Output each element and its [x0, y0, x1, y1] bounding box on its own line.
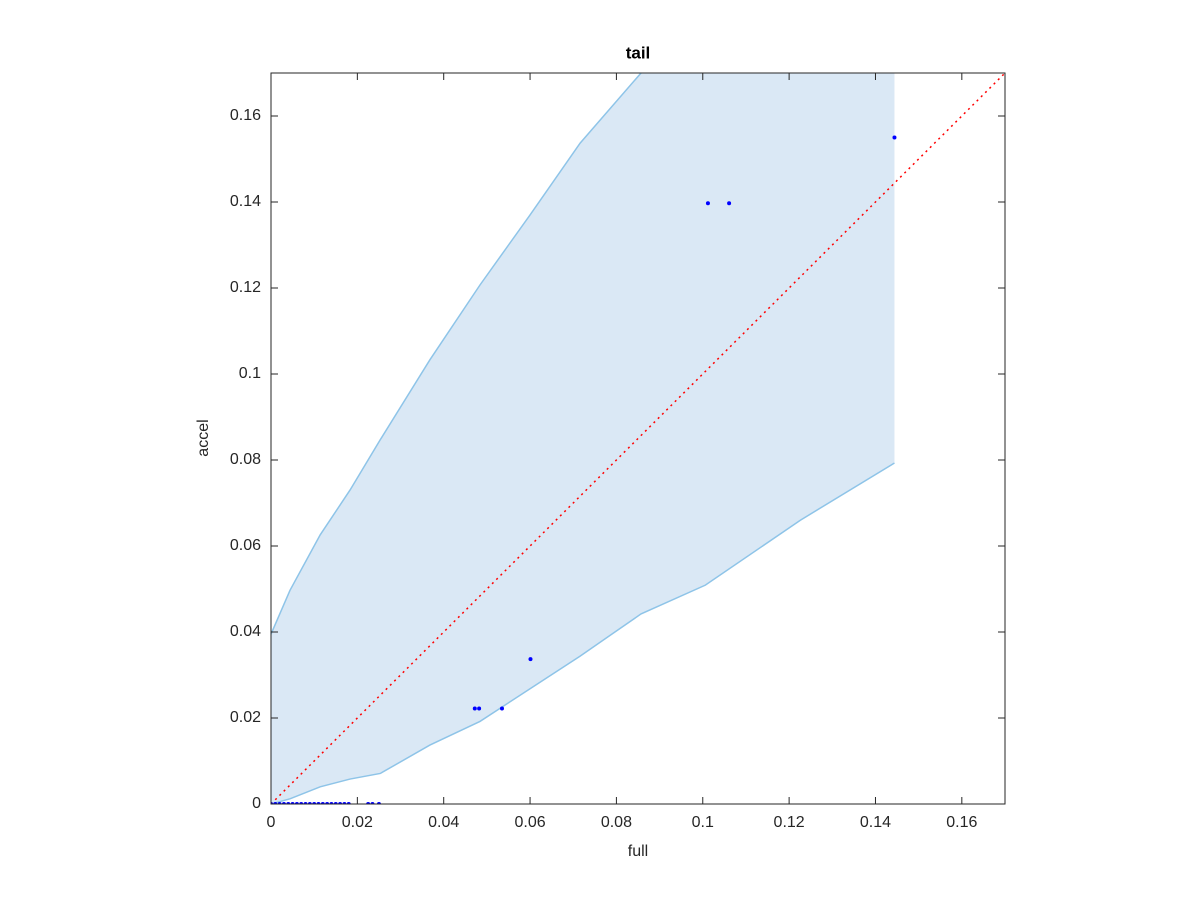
x-tick-label: 0.14	[860, 814, 891, 831]
point	[727, 201, 732, 206]
x-tick-label: 0	[267, 814, 276, 831]
y-tick-label: 0	[252, 795, 261, 812]
x-tick-label: 0.16	[946, 814, 977, 831]
x-tick-label: 0.06	[514, 814, 545, 831]
band-upper	[271, 73, 642, 635]
x-tick-label: 0.08	[601, 814, 632, 831]
reference-line	[271, 73, 1005, 804]
y-tick-label: 0.08	[230, 451, 261, 468]
x-tick-label: 0.02	[342, 814, 373, 831]
y-tick-label: 0.14	[230, 193, 261, 210]
y-tick-label: 0.04	[230, 623, 261, 640]
point	[528, 657, 533, 662]
x-tick-label: 0.12	[774, 814, 805, 831]
x-tick-label: 0.04	[428, 814, 459, 831]
y-tick-label: 0.02	[230, 709, 261, 726]
axes-box	[270, 72, 1006, 805]
y-tick-label: 0.16	[230, 107, 261, 124]
point	[472, 706, 477, 711]
point	[477, 706, 482, 711]
y-tick-label: 0.1	[239, 365, 261, 382]
point	[892, 135, 897, 140]
chart-title: tail	[626, 43, 651, 62]
point	[499, 706, 504, 711]
band-lower	[271, 462, 895, 804]
x-axis-label: full	[628, 843, 648, 860]
point	[705, 201, 710, 206]
y-tick-label: 0.06	[230, 537, 261, 554]
x-tick-label: 0.1	[692, 814, 714, 831]
band-fill	[271, 73, 895, 804]
plot-area	[271, 73, 1005, 804]
y-axis-label: accel	[195, 419, 212, 456]
y-tick-label: 0.12	[230, 279, 261, 296]
